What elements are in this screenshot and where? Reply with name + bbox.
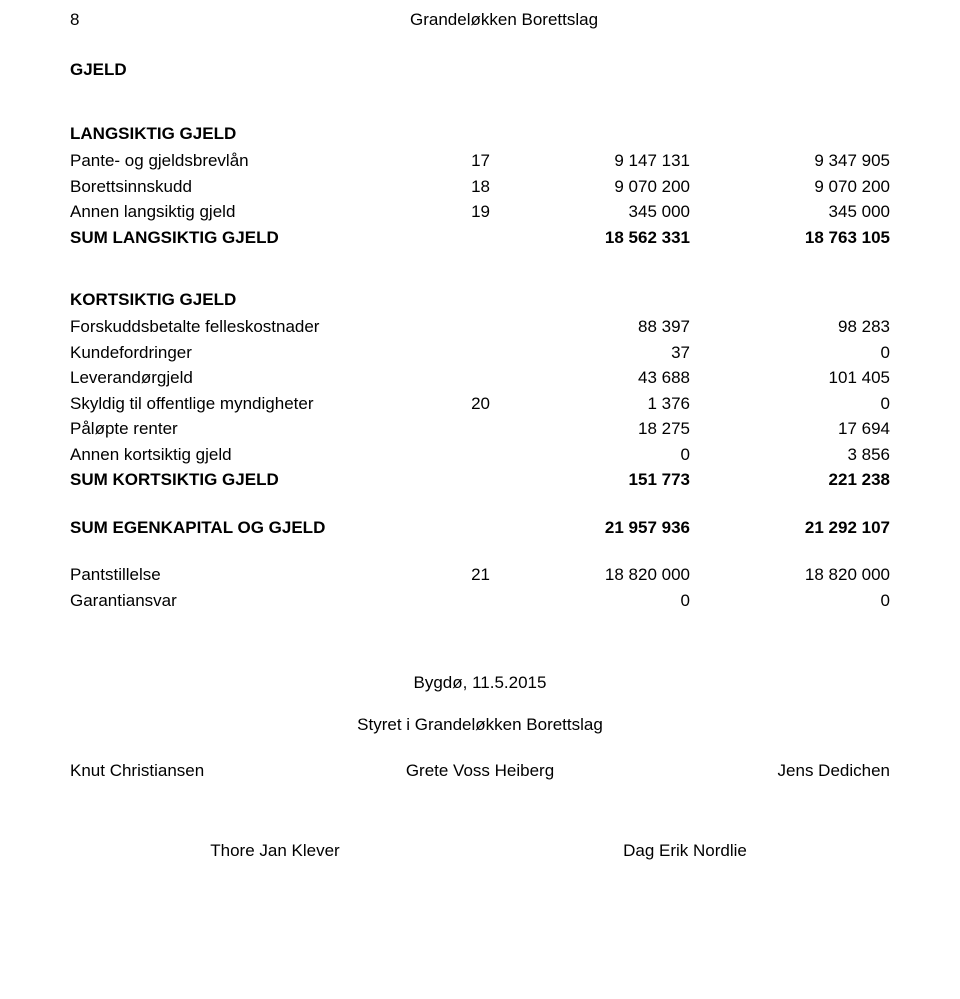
row-label: SUM EGENKAPITAL OG GJELD [70,515,430,541]
table-row: Forskuddsbetalte felleskostnader 88 397 … [70,314,890,340]
table-row: Borettsinnskudd 18 9 070 200 9 070 200 [70,174,890,200]
sign-board: Styret i Grandeløkken Borettslag [70,715,890,735]
table-row: Pante- og gjeldsbrevlån 17 9 147 131 9 3… [70,148,890,174]
row-val2: 18 763 105 [690,225,890,251]
table-row: Leverandørgjeld 43 688 101 405 [70,365,890,391]
sign-name: Dag Erik Nordlie [480,841,890,861]
row-val2: 17 694 [690,416,890,442]
table-row: Skyldig til offentlige myndigheter 20 1 … [70,391,890,417]
row-note: 20 [430,391,490,417]
row-note: 17 [430,148,490,174]
row-label: Skyldig til offentlige myndigheter [70,391,430,417]
table-row: Kundefordringer 37 0 [70,340,890,366]
sum-ek-gjeld-row: SUM EGENKAPITAL OG GJELD 21 957 936 21 2… [70,515,890,541]
row-val1: 88 397 [490,314,690,340]
row-val2: 345 000 [690,199,890,225]
row-val2: 0 [690,340,890,366]
row-val1: 0 [490,442,690,468]
row-val2: 3 856 [690,442,890,468]
row-val2: 101 405 [690,365,890,391]
row-val2: 221 238 [690,467,890,493]
table-row: Påløpte renter 18 275 17 694 [70,416,890,442]
signature-row-1: Knut Christiansen Grete Voss Heiberg Jen… [70,761,890,781]
kortsiktig-heading: KORTSIKTIG GJELD [70,290,890,310]
row-val1: 151 773 [490,467,690,493]
table-row: Annen kortsiktig gjeld 0 3 856 [70,442,890,468]
row-label: SUM KORTSIKTIG GJELD [70,467,430,493]
row-label: Påløpte renter [70,416,430,442]
row-val1: 9 147 131 [490,148,690,174]
row-label: Borettsinnskudd [70,174,430,200]
page-number: 8 [70,10,410,30]
row-label: Pante- og gjeldsbrevlån [70,148,430,174]
row-note: 18 [430,174,490,200]
gjeld-heading: GJELD [70,60,890,80]
row-label: Forskuddsbetalte felleskostnader [70,314,430,340]
row-val1: 9 070 200 [490,174,690,200]
row-val2: 18 820 000 [690,562,890,588]
row-val2: 9 070 200 [690,174,890,200]
table-row: Garantiansvar 0 0 [70,588,890,614]
sign-name: Jens Dedichen [619,761,890,781]
sign-name: Grete Voss Heiberg [345,761,616,781]
row-label: Leverandørgjeld [70,365,430,391]
row-val1: 18 275 [490,416,690,442]
row-label: Kundefordringer [70,340,430,366]
row-val1: 37 [490,340,690,366]
row-val1: 18 562 331 [490,225,690,251]
row-label: Annen kortsiktig gjeld [70,442,430,468]
langsiktig-heading: LANGSIKTIG GJELD [70,124,890,144]
sign-name: Thore Jan Klever [70,841,480,861]
row-val2: 21 292 107 [690,515,890,541]
row-val2: 0 [690,391,890,417]
page-container: 8 Grandeløkken Borettslag GJELD LANGSIKT… [0,0,960,891]
sign-place-date: Bygdø, 11.5.2015 [70,673,890,693]
signature-row-2: Thore Jan Klever Dag Erik Nordlie [70,841,890,861]
row-note: 19 [430,199,490,225]
table-row: Annen langsiktig gjeld 19 345 000 345 00… [70,199,890,225]
row-val1: 21 957 936 [490,515,690,541]
row-label: SUM LANGSIKTIG GJELD [70,225,430,251]
sum-row: SUM KORTSIKTIG GJELD 151 773 221 238 [70,467,890,493]
page-title: Grandeløkken Borettslag [410,10,890,30]
row-note: 21 [430,562,490,588]
row-label: Annen langsiktig gjeld [70,199,430,225]
row-val1: 18 820 000 [490,562,690,588]
row-val2: 9 347 905 [690,148,890,174]
table-row: Pantstillelse 21 18 820 000 18 820 000 [70,562,890,588]
row-label: Pantstillelse [70,562,430,588]
sign-name: Knut Christiansen [70,761,341,781]
row-val2: 98 283 [690,314,890,340]
sum-row: SUM LANGSIKTIG GJELD 18 562 331 18 763 1… [70,225,890,251]
row-val1: 43 688 [490,365,690,391]
row-label: Garantiansvar [70,588,430,614]
page-header: 8 Grandeløkken Borettslag [70,10,890,30]
row-val2: 0 [690,588,890,614]
row-val1: 345 000 [490,199,690,225]
row-val1: 1 376 [490,391,690,417]
row-val1: 0 [490,588,690,614]
